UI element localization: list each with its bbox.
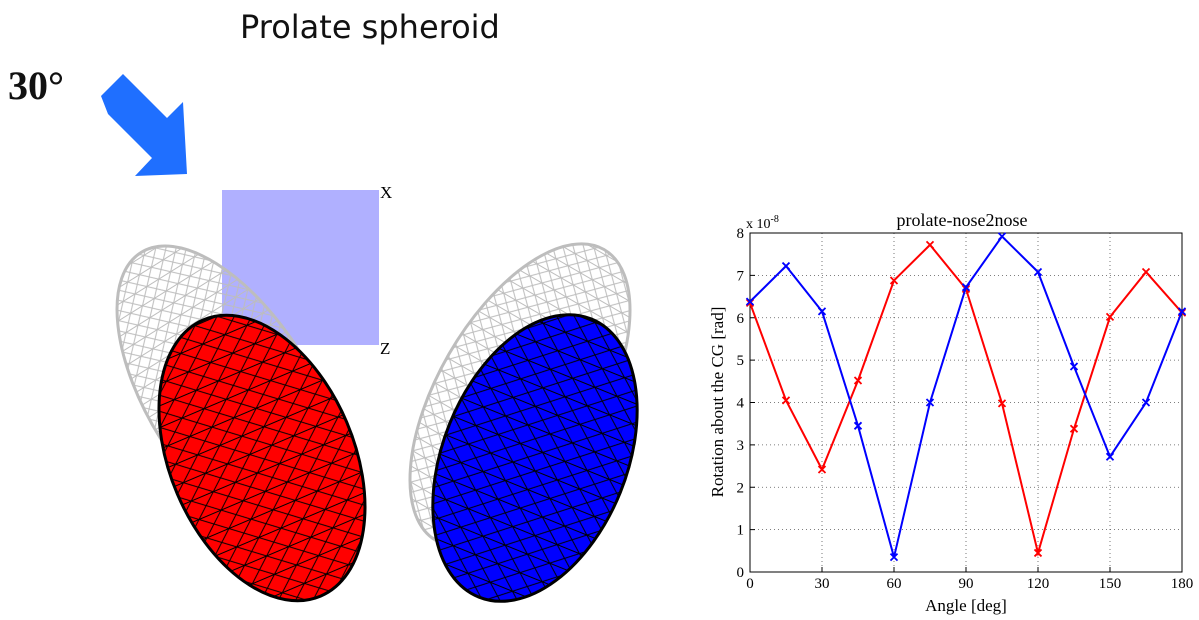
y-tick-label: 8 [737, 226, 745, 242]
data-point-marker [1141, 398, 1151, 407]
data-point-marker [997, 232, 1007, 241]
data-point-marker [781, 396, 791, 405]
data-point-marker [925, 240, 935, 250]
x-axis-title: Angle [deg] [925, 596, 1007, 615]
incidence-angle-label: 30° [8, 63, 64, 108]
data-point-marker [745, 297, 755, 306]
x-ticks: 0 30 60 90 120 150 180 [746, 567, 1193, 592]
y-tick-label: 0 [737, 565, 745, 581]
spheroid-illustration: X Z [101, 74, 639, 603]
left-spheroid-solid [157, 313, 367, 603]
y-tick-label: 3 [737, 438, 745, 454]
data-point-marker [1069, 362, 1079, 371]
x-tick-label: 60 [887, 576, 902, 592]
data-point-marker [925, 398, 935, 407]
y-tick-label: 4 [737, 396, 745, 412]
data-point-marker [853, 376, 863, 385]
data-point-marker [1033, 548, 1043, 558]
data-point-marker [817, 307, 827, 316]
data-point-marker [889, 276, 899, 285]
chart-title: prolate-nose2nose [897, 210, 1028, 230]
data-point-marker [889, 553, 899, 562]
series-line [749, 243, 1183, 557]
data-point-marker [1141, 267, 1151, 277]
data-point-marker [1105, 452, 1115, 461]
slide-title: Prolate spheroid [240, 8, 500, 46]
plane-label-x: X [380, 183, 392, 202]
x-tick-label: 120 [1027, 576, 1050, 592]
series-2 [745, 232, 1187, 562]
data-point-marker [1177, 307, 1187, 316]
data-point-marker [1033, 267, 1043, 277]
data-point-marker [817, 465, 827, 474]
plane-label-z: Z [380, 339, 390, 358]
data-point-marker [1105, 312, 1115, 322]
y-tick-label: 2 [737, 480, 745, 496]
y-scale-factor: x 10-8 [746, 214, 779, 232]
y-axis-title: Rotation about the CG [rad] [708, 307, 727, 498]
right-spheroid-solid [431, 313, 639, 603]
chart-grid [750, 233, 1182, 572]
x-tick-label: 30 [815, 576, 830, 592]
x-tick-label: 180 [1171, 576, 1194, 592]
data-point-marker [961, 283, 971, 292]
y-tick-label: 6 [737, 311, 745, 327]
x-tick-label: 150 [1099, 576, 1122, 592]
data-point-marker [853, 421, 863, 430]
incidence-arrow [101, 74, 187, 176]
y-ticks: 0 1 2 3 4 5 6 7 8 [737, 226, 755, 581]
y-tick-label: 1 [737, 523, 745, 539]
y-tick-label: 5 [737, 353, 745, 369]
y-tick-label: 7 [737, 268, 745, 284]
chart-series [745, 232, 1187, 562]
data-point-marker [781, 261, 791, 271]
x-tick-label: 90 [959, 576, 974, 592]
data-point-marker [1069, 424, 1079, 433]
x-tick-label: 0 [746, 576, 754, 592]
data-point-marker [997, 399, 1007, 408]
